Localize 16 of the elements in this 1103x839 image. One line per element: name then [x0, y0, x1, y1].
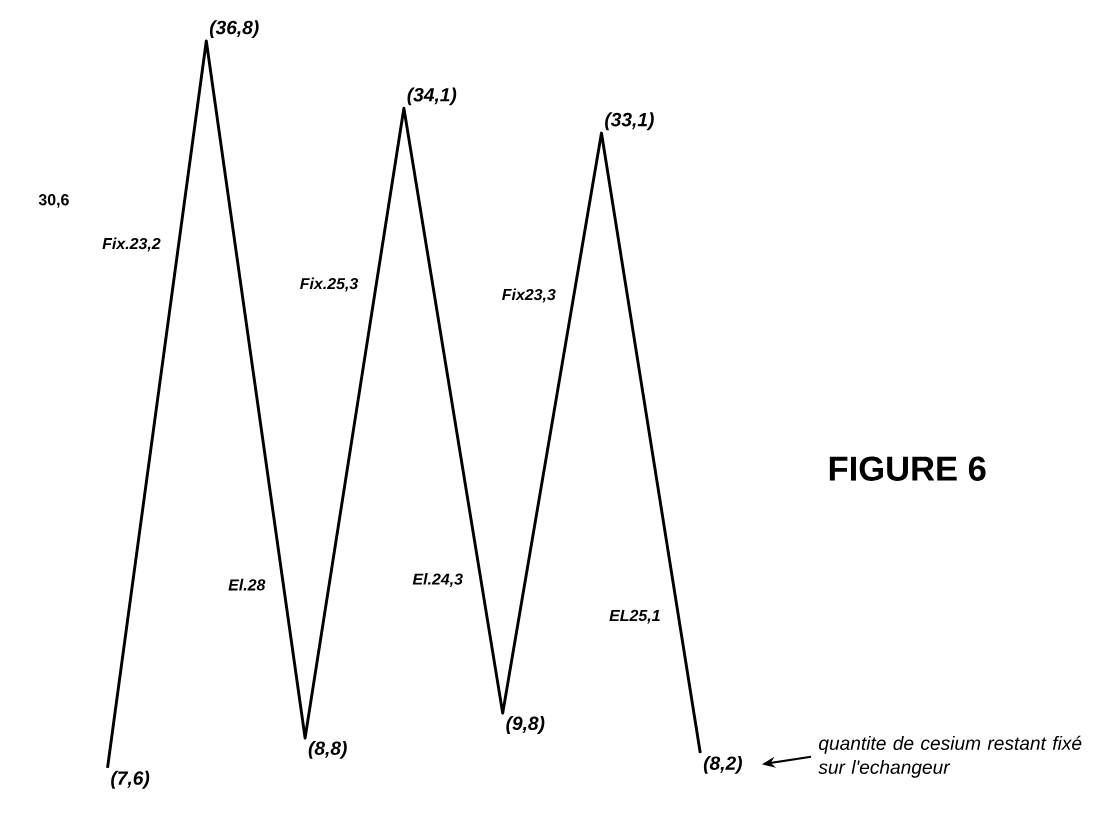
data-label: (33,1) [605, 112, 654, 131]
data-label: (8,8) [308, 740, 347, 759]
annotation: El.28 [228, 578, 266, 591]
annotation: El.24,3 [412, 572, 463, 587]
data-label: (7,6) [111, 770, 150, 789]
annotation: EL25,1 [609, 609, 660, 624]
annotation: Fix23,3 [502, 288, 556, 303]
text: quantite de cesium restant fixé sur l'echangeur [818, 735, 1082, 778]
annotation: Fix.25,3 [300, 277, 359, 292]
text: FIGURE 6 [829, 456, 986, 481]
data-label: (34,1) [407, 87, 457, 106]
data-label: (8,2) [703, 755, 742, 774]
annotation: Fix.23,2 [102, 237, 161, 252]
data-label: (36,8) [209, 20, 259, 39]
data-label: (9,8) [506, 716, 545, 734]
annotation: 30,6 [38, 194, 69, 208]
